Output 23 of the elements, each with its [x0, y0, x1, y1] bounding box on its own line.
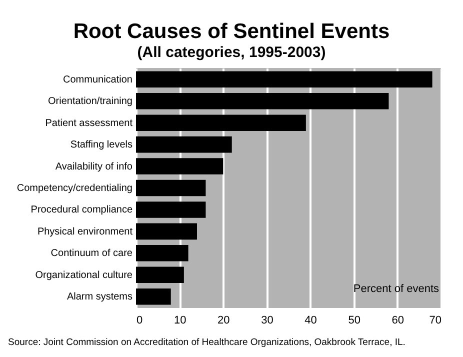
y-tick-label: Staffing levels	[70, 140, 132, 151]
x-tick-label: 10	[174, 314, 186, 326]
x-tick-label: 40	[304, 314, 317, 326]
source-note: Source: Joint Commission on Accreditation of Healthcare Organizations, Oakbrook Terrace, IL.	[8, 337, 406, 348]
x-tick-label: 50	[348, 314, 360, 326]
chart-subtitle: (All categories, 1995-2003)	[137, 44, 326, 61]
x-tick-label: 0	[136, 314, 143, 326]
x-axis-title: Percent of events	[353, 283, 440, 295]
x-tick-label: 20	[218, 314, 230, 326]
chart-title: Root Causes of Sentinel Events	[73, 20, 390, 43]
y-tick-label: Physical environment	[37, 226, 133, 238]
x-tick-label: 60	[392, 314, 404, 326]
y-tick-label: Patient assessment	[45, 118, 133, 129]
x-tick-label: 30	[261, 314, 274, 326]
y-tick-label: Organizational culture	[35, 270, 133, 281]
y-tick-label: Communication	[63, 74, 132, 86]
y-tick-label: Alarm systems	[66, 292, 132, 303]
y-tick-label: Availability of info	[55, 161, 133, 172]
y-tick-label: Competency/credentialing	[16, 183, 132, 194]
y-tick-label: Continuum of care	[50, 248, 133, 260]
y-tick-label: Orientation/training	[48, 96, 132, 108]
y-tick-label: Procedural compliance	[30, 204, 133, 216]
x-tick-label: 70	[429, 314, 442, 326]
